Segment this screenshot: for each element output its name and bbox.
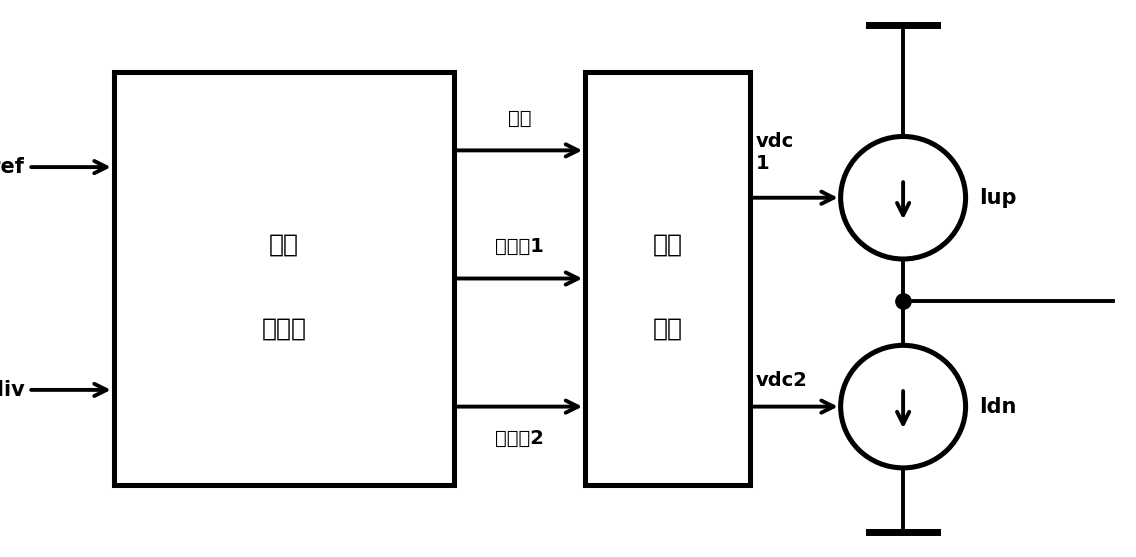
Text: 鉴相: 鉴相 — [269, 233, 299, 257]
Ellipse shape — [841, 136, 966, 259]
Text: vdc
1: vdc 1 — [755, 131, 794, 173]
Text: vdc2: vdc2 — [755, 371, 808, 390]
Text: 符号位2: 符号位2 — [495, 429, 544, 448]
Text: Iup: Iup — [979, 188, 1017, 208]
Bar — [585, 72, 750, 485]
Text: 偏置: 偏置 — [652, 233, 683, 257]
Text: fref: fref — [0, 157, 25, 177]
Text: 相差: 相差 — [508, 109, 532, 128]
Ellipse shape — [841, 345, 966, 468]
Bar — [114, 72, 454, 485]
Text: Idn: Idn — [979, 397, 1017, 417]
Text: 符号位1: 符号位1 — [495, 237, 544, 256]
Text: fdiv: fdiv — [0, 380, 25, 400]
Text: 鉴频器: 鉴频器 — [261, 316, 307, 341]
Text: 电路: 电路 — [652, 316, 683, 341]
